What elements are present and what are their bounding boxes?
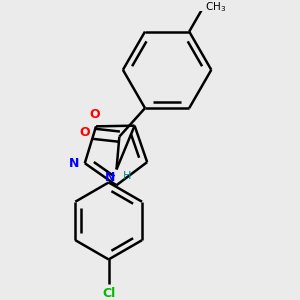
Text: CH$_3$: CH$_3$ <box>205 0 226 14</box>
Text: N: N <box>69 157 80 170</box>
Text: O: O <box>80 126 90 139</box>
Text: O: O <box>89 108 100 121</box>
Text: H: H <box>123 171 131 181</box>
Text: Cl: Cl <box>102 286 115 299</box>
Text: N: N <box>105 171 115 184</box>
